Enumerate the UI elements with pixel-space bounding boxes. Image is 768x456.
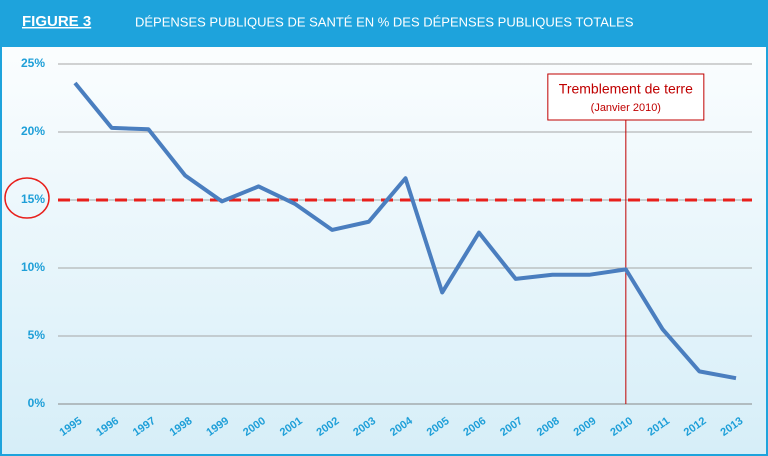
annotation-subtext: (Janvier 2010) — [591, 102, 661, 114]
chart-title: FIGURE 3 — [22, 13, 91, 30]
y-tick-label: 0% — [28, 396, 46, 410]
y-tick-label: 5% — [28, 328, 46, 342]
y-tick-label: 20% — [21, 124, 45, 138]
y-tick-label: 25% — [21, 56, 45, 70]
header-band — [1, 1, 767, 47]
chart-subtitle: DÉPENSES PUBLIQUES DE SANTÉ EN % DES DÉP… — [135, 14, 634, 29]
y-tick-label: 15% — [21, 192, 45, 206]
data-line — [73, 81, 737, 381]
y-tick-label: 10% — [21, 260, 45, 274]
highlight-circle — [4, 177, 50, 219]
annotation-box — [547, 73, 705, 121]
annotation-text: Tremblement de terre — [559, 81, 693, 97]
